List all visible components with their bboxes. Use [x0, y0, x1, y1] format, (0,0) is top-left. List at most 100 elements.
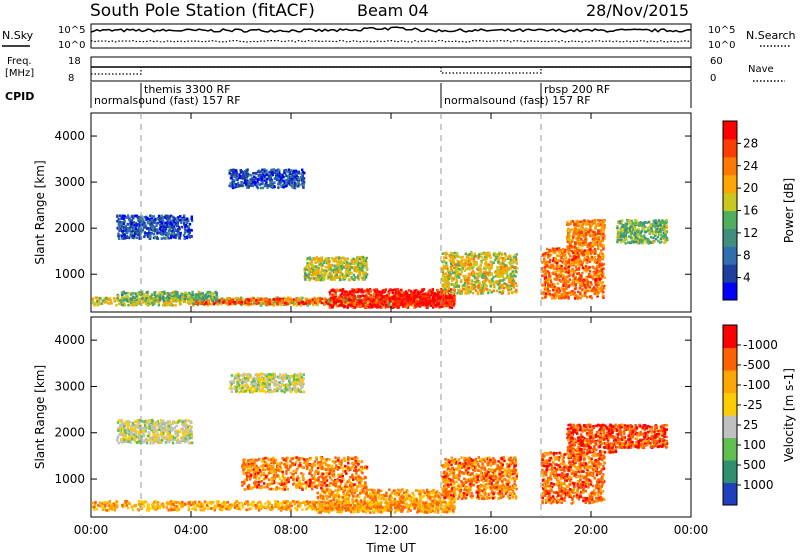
data-cell [121, 229, 124, 233]
data-cell [444, 281, 448, 284]
data-cell [599, 263, 603, 267]
data-cell [230, 300, 233, 303]
data-cell [567, 249, 571, 252]
data-cell [314, 301, 317, 305]
data-cell [428, 288, 432, 292]
data-cell [265, 302, 268, 306]
data-cell [365, 275, 368, 279]
data-cell [566, 238, 569, 241]
data-cell [590, 224, 593, 227]
data-cell [283, 169, 286, 172]
data-cell [383, 300, 386, 303]
data-cell [131, 224, 134, 227]
data-cell [581, 220, 584, 223]
data-cell [339, 304, 342, 307]
data-cell [145, 218, 148, 221]
data-cell [591, 234, 594, 237]
data-cell [452, 257, 455, 261]
data-cell [465, 287, 469, 290]
data-cell [572, 236, 575, 239]
beam-title: Beam 04 [357, 1, 429, 20]
data-cell [233, 182, 236, 185]
data-cell [395, 297, 399, 301]
data-cell [237, 184, 241, 187]
data-cell [509, 273, 512, 276]
data-cell [162, 227, 165, 231]
data-cell [565, 270, 568, 274]
data-cell [445, 298, 449, 302]
data-cell [592, 250, 595, 254]
data-cell [97, 302, 100, 306]
data-cell [239, 296, 243, 300]
data-cell [231, 186, 235, 190]
data-cell [247, 302, 250, 305]
data-cell [447, 270, 450, 274]
data-cell [177, 216, 180, 219]
data-cell [409, 298, 412, 301]
data-cell [304, 297, 307, 301]
data-cell [134, 222, 137, 225]
data-cell [310, 267, 313, 270]
data-cell [324, 297, 327, 300]
data-cell [263, 184, 267, 188]
data-cell [581, 261, 584, 264]
data-cell [453, 275, 457, 279]
data-cell [542, 270, 545, 273]
data-cell [454, 285, 457, 288]
data-cell [407, 294, 410, 298]
data-cell [551, 249, 554, 252]
data-cell [622, 224, 625, 227]
data-cell [560, 280, 563, 283]
data-cell [282, 175, 285, 179]
data-cell [144, 232, 147, 236]
data-cell [332, 288, 335, 291]
data-cell [118, 220, 121, 224]
data-cell [601, 294, 604, 297]
data-cell [473, 282, 476, 285]
data-cell [376, 293, 379, 297]
data-cell [162, 236, 166, 240]
data-cell [146, 304, 149, 307]
data-cell [446, 279, 449, 283]
data-cell [201, 301, 204, 305]
data-cell [639, 221, 643, 224]
data-cell [357, 294, 360, 298]
data-cell [463, 259, 467, 262]
data-cell [559, 259, 562, 262]
data-cell [365, 291, 368, 294]
data-cell [181, 218, 185, 221]
data-cell [587, 281, 590, 284]
data-cell [582, 294, 586, 297]
data-cell [314, 273, 317, 277]
data-cell [340, 259, 343, 263]
data-cell [340, 265, 343, 268]
data-cell [484, 274, 488, 277]
data-cell [142, 301, 145, 304]
data-cell [185, 236, 188, 240]
data-cell [584, 294, 587, 297]
data-cell [343, 277, 346, 281]
data-cell [508, 279, 511, 283]
data-cell [243, 171, 246, 175]
nsearch-label: N.Search [746, 29, 796, 42]
data-cell [587, 268, 591, 271]
data-cell [252, 299, 255, 302]
data-cell [304, 301, 308, 305]
data-cell [453, 256, 457, 260]
data-cell [599, 266, 603, 269]
data-cell [576, 272, 579, 275]
freq-panel [90, 56, 692, 82]
data-cell [479, 286, 482, 290]
data-cell [259, 186, 263, 190]
data-cell [596, 224, 599, 227]
data-cell [135, 236, 139, 239]
data-cell [590, 252, 593, 256]
data-cell [292, 186, 295, 189]
data-cell [399, 303, 402, 307]
data-cell [183, 237, 186, 240]
data-cell [347, 266, 351, 270]
data-cell [485, 272, 488, 276]
data-cell [179, 232, 182, 235]
data-cell [443, 277, 447, 281]
data-cell [649, 235, 653, 239]
